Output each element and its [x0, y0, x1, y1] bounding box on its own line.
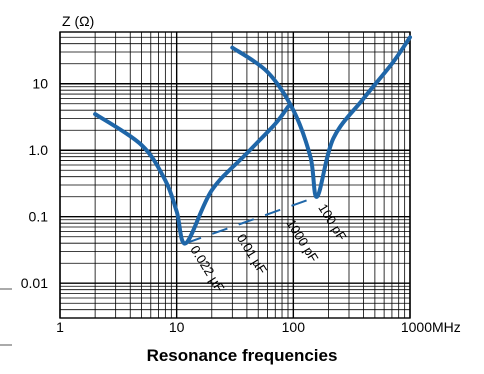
- annotation-label: 1000 pF: [283, 216, 321, 264]
- resonance-trend-line: [185, 195, 318, 245]
- y-tick-label: 0.01: [21, 275, 48, 291]
- y-axis-label: Z (Ω): [62, 13, 94, 29]
- impedance-curves: [93, 35, 412, 246]
- x-tick-label: 100: [282, 319, 306, 335]
- x-tick-label: 1000: [401, 319, 432, 335]
- x-tick-label: 10: [169, 319, 185, 335]
- impedance-curve-1: [93, 104, 290, 246]
- annotation-label: 0.022 µF: [187, 243, 227, 295]
- impedance-curve-2: [230, 35, 412, 199]
- y-tick-label: 10: [32, 76, 48, 92]
- plot-frame: [59, 31, 411, 319]
- x-axis-unit: MHz: [432, 319, 461, 335]
- tick-labels: 1 10 100 1000 10 1.0 0.1 0.01: [21, 76, 432, 335]
- annotation-label: 0.01 µF: [234, 231, 270, 277]
- y-tick-label: 1.0: [29, 142, 49, 158]
- grid-lines: [59, 31, 411, 319]
- y-tick-label: 0.1: [29, 209, 49, 225]
- x-tick-label: 1: [56, 319, 64, 335]
- chart-title: Resonance frequencies: [147, 346, 338, 365]
